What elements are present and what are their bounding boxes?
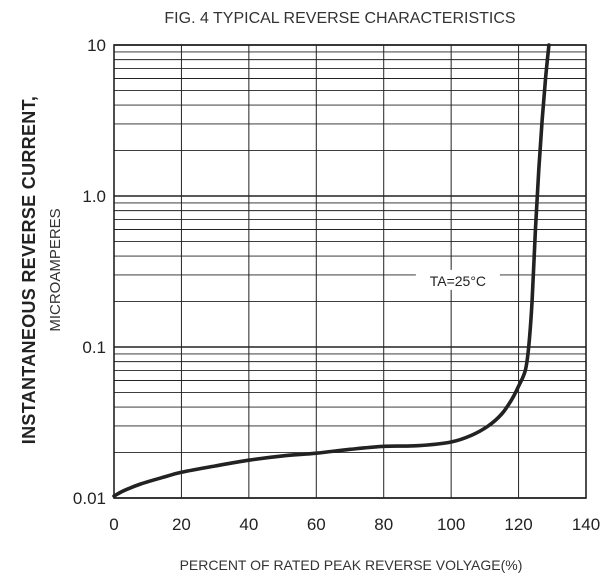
series-line — [112, 43, 551, 498]
annotation-background — [415, 269, 500, 290]
x-tick-label: 120 — [504, 515, 532, 534]
x-tick-label: 40 — [239, 515, 258, 534]
x-tick-label: 60 — [307, 515, 326, 534]
tick-labels: 0 20 40 60 80 100 120 140 0.01 0.1 1.0 10 — [73, 36, 600, 534]
x-tick-label: 140 — [572, 515, 600, 534]
plot-frame — [113, 44, 587, 499]
grid — [113, 44, 587, 499]
y-tick-label: 0.1 — [82, 338, 106, 357]
y-axis-unit-label: MICROAMPERES — [47, 208, 64, 331]
x-tick-label: 100 — [437, 515, 465, 534]
x-tick-label: 0 — [109, 515, 118, 534]
x-tick-label: 20 — [172, 515, 191, 534]
x-axis-label: PERCENT OF RATED PEAK REVERSE VOLYAGE(%) — [180, 557, 523, 573]
annotation-group: TA=25°C — [415, 269, 500, 290]
y-axis-label: INSTANTANEOUS REVERSE CURRENT, — [19, 96, 39, 444]
y-tick-label: 10 — [87, 36, 106, 55]
x-tick-label: 80 — [374, 515, 393, 534]
chart-title: FIG. 4 TYPICAL REVERSE CHARACTERISTICS — [164, 10, 515, 27]
annotation-label: TA=25°C — [430, 273, 486, 289]
y-tick-label: 0.01 — [73, 489, 106, 508]
y-tick-label: 1.0 — [82, 187, 106, 206]
series-group — [112, 43, 551, 498]
